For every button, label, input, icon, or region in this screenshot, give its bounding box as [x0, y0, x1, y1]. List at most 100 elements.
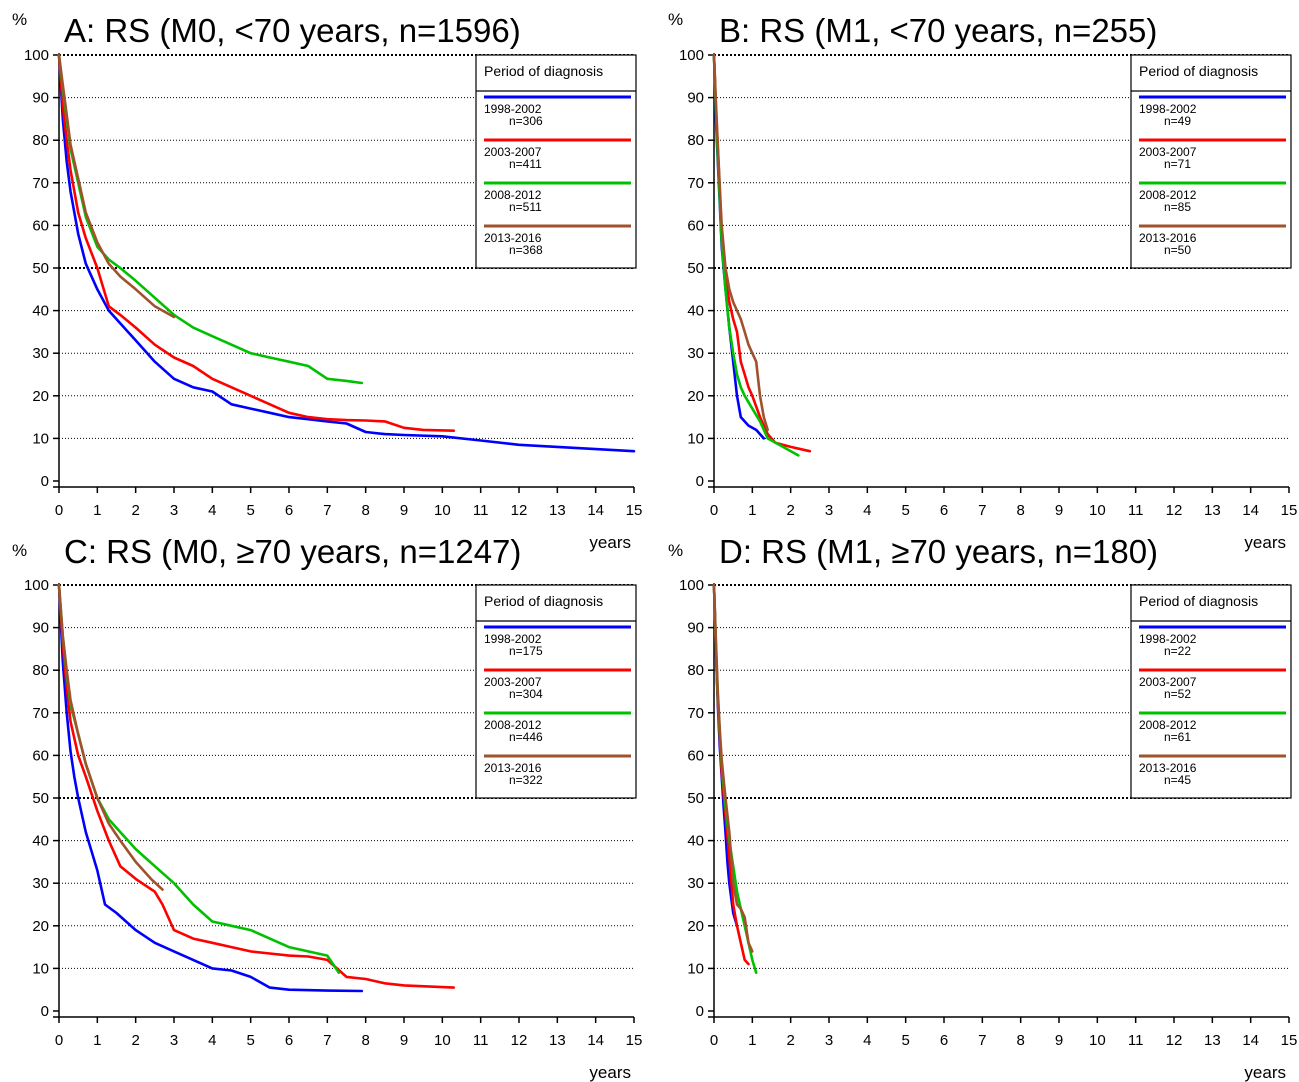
y-tick-label: 40 [687, 833, 704, 850]
y-tick-label: 50 [687, 260, 704, 277]
y-tick-label: 20 [32, 918, 49, 935]
series-line-1998-2002 [57, 53, 636, 453]
x-tick-label: 6 [285, 1032, 293, 1049]
y-tick-label: 30 [32, 345, 49, 362]
y-tick-label: 20 [32, 388, 49, 405]
x-tick-label: 14 [587, 1032, 604, 1049]
chart-title: A: RS (M0, <70 years, n=1596) [64, 12, 521, 49]
x-axis-label: years [1244, 533, 1286, 552]
x-tick-label: 4 [208, 502, 216, 519]
legend-entry-label: 2003-2007 [1139, 675, 1197, 689]
x-tick-label: 13 [1204, 1032, 1221, 1049]
x-tick-label: 11 [1128, 502, 1144, 519]
x-tick-label: 3 [825, 502, 833, 519]
x-tick-label: 9 [1055, 1032, 1063, 1049]
x-tick-label: 10 [1089, 502, 1106, 519]
y-tick-label: 50 [687, 790, 704, 807]
legend-title: Period of diagnosis [1139, 593, 1258, 609]
x-tick-label: 2 [131, 502, 139, 519]
x-axis-label: years [589, 533, 631, 552]
x-tick-label: 4 [208, 1032, 216, 1049]
y-tick-label: 80 [687, 132, 704, 149]
x-tick-label: 15 [1281, 502, 1298, 519]
x-tick-label: 12 [1166, 1032, 1183, 1049]
x-tick-label: 10 [434, 502, 451, 519]
x-tick-label: 3 [170, 502, 178, 519]
y-tick-label: 50 [32, 790, 49, 807]
y-tick-label: 60 [687, 747, 704, 764]
x-tick-label: 8 [361, 1032, 369, 1049]
x-tick-label: 5 [901, 1032, 909, 1049]
series-line-2013-2016 [57, 53, 176, 319]
y-tick-label: 90 [687, 90, 704, 107]
series-line-2013-2016 [712, 583, 754, 953]
y-tick-label: 60 [32, 747, 49, 764]
y-tick-label: 70 [687, 175, 704, 192]
x-tick-label: 12 [511, 1032, 528, 1049]
y-tick-label: 30 [687, 345, 704, 362]
legend-entry-label: 2008-2012 [484, 188, 542, 202]
y-tick-label: 40 [687, 303, 704, 320]
y-tick-label: 0 [41, 473, 49, 490]
x-tick-label: 0 [710, 1032, 718, 1049]
chart-title: B: RS (M1, <70 years, n=255) [719, 12, 1157, 49]
legend-entry-label: 2008-2012 [484, 718, 542, 732]
y-tick-label: 90 [687, 620, 704, 637]
x-tick-label: 6 [940, 1032, 948, 1049]
y-tick-label: 100 [24, 47, 49, 64]
x-tick-label: 6 [940, 502, 948, 519]
x-tick-label: 0 [710, 502, 718, 519]
x-tick-label: 12 [511, 502, 528, 519]
legend-entry-count: n=22 [1164, 644, 1191, 658]
legend-entry-label: 2008-2012 [1139, 718, 1197, 732]
y-tick-label: 100 [679, 577, 704, 594]
series-line-2013-2016 [57, 583, 164, 891]
legend-entry-count: n=61 [1164, 730, 1191, 744]
x-tick-label: 11 [473, 1032, 489, 1049]
y-tick-label: 0 [41, 1003, 49, 1020]
x-tick-label: 14 [1242, 1032, 1259, 1049]
y-tick-label: 70 [32, 705, 49, 722]
legend-title: Period of diagnosis [484, 63, 603, 79]
y-tick-label: 100 [24, 577, 49, 594]
x-tick-label: 9 [400, 502, 408, 519]
x-tick-label: 3 [170, 1032, 178, 1049]
x-tick-label: 7 [323, 502, 331, 519]
x-tick-label: 8 [361, 502, 369, 519]
x-tick-label: 5 [246, 1032, 254, 1049]
x-tick-label: 1 [748, 502, 756, 519]
y-tick-label: 10 [32, 960, 49, 977]
x-tick-label: 1 [93, 1032, 101, 1049]
x-tick-label: 12 [1166, 502, 1183, 519]
legend-entry-label: 2013-2016 [1139, 761, 1197, 775]
x-tick-label: 9 [1055, 502, 1063, 519]
y-tick-label: 0 [696, 473, 704, 490]
legend-entry-count: n=322 [509, 773, 543, 787]
y-tick-label: 80 [687, 662, 704, 679]
series-line-2008-2012 [57, 583, 341, 975]
x-tick-label: 1 [748, 1032, 756, 1049]
legend-entry-count: n=85 [1164, 200, 1191, 214]
x-tick-label: 0 [55, 502, 63, 519]
legend-entry-label: 1998-2002 [484, 632, 542, 646]
x-tick-label: 4 [863, 502, 871, 519]
y-tick-label: 90 [32, 90, 49, 107]
y-tick-label: 40 [32, 833, 49, 850]
legend-entry-count: n=175 [509, 644, 543, 658]
x-tick-label: 2 [786, 502, 794, 519]
x-tick-label: 13 [1204, 502, 1221, 519]
legend-entry-label: 2003-2007 [1139, 145, 1197, 159]
x-tick-label: 9 [400, 1032, 408, 1049]
series-line-2003-2007 [57, 583, 456, 989]
legend-entry-count: n=71 [1164, 157, 1191, 171]
legend-entry-label: 2003-2007 [484, 675, 542, 689]
y-tick-label: 10 [687, 430, 704, 447]
legend-entry-label: 2013-2016 [484, 761, 542, 775]
x-tick-label: 8 [1016, 1032, 1024, 1049]
